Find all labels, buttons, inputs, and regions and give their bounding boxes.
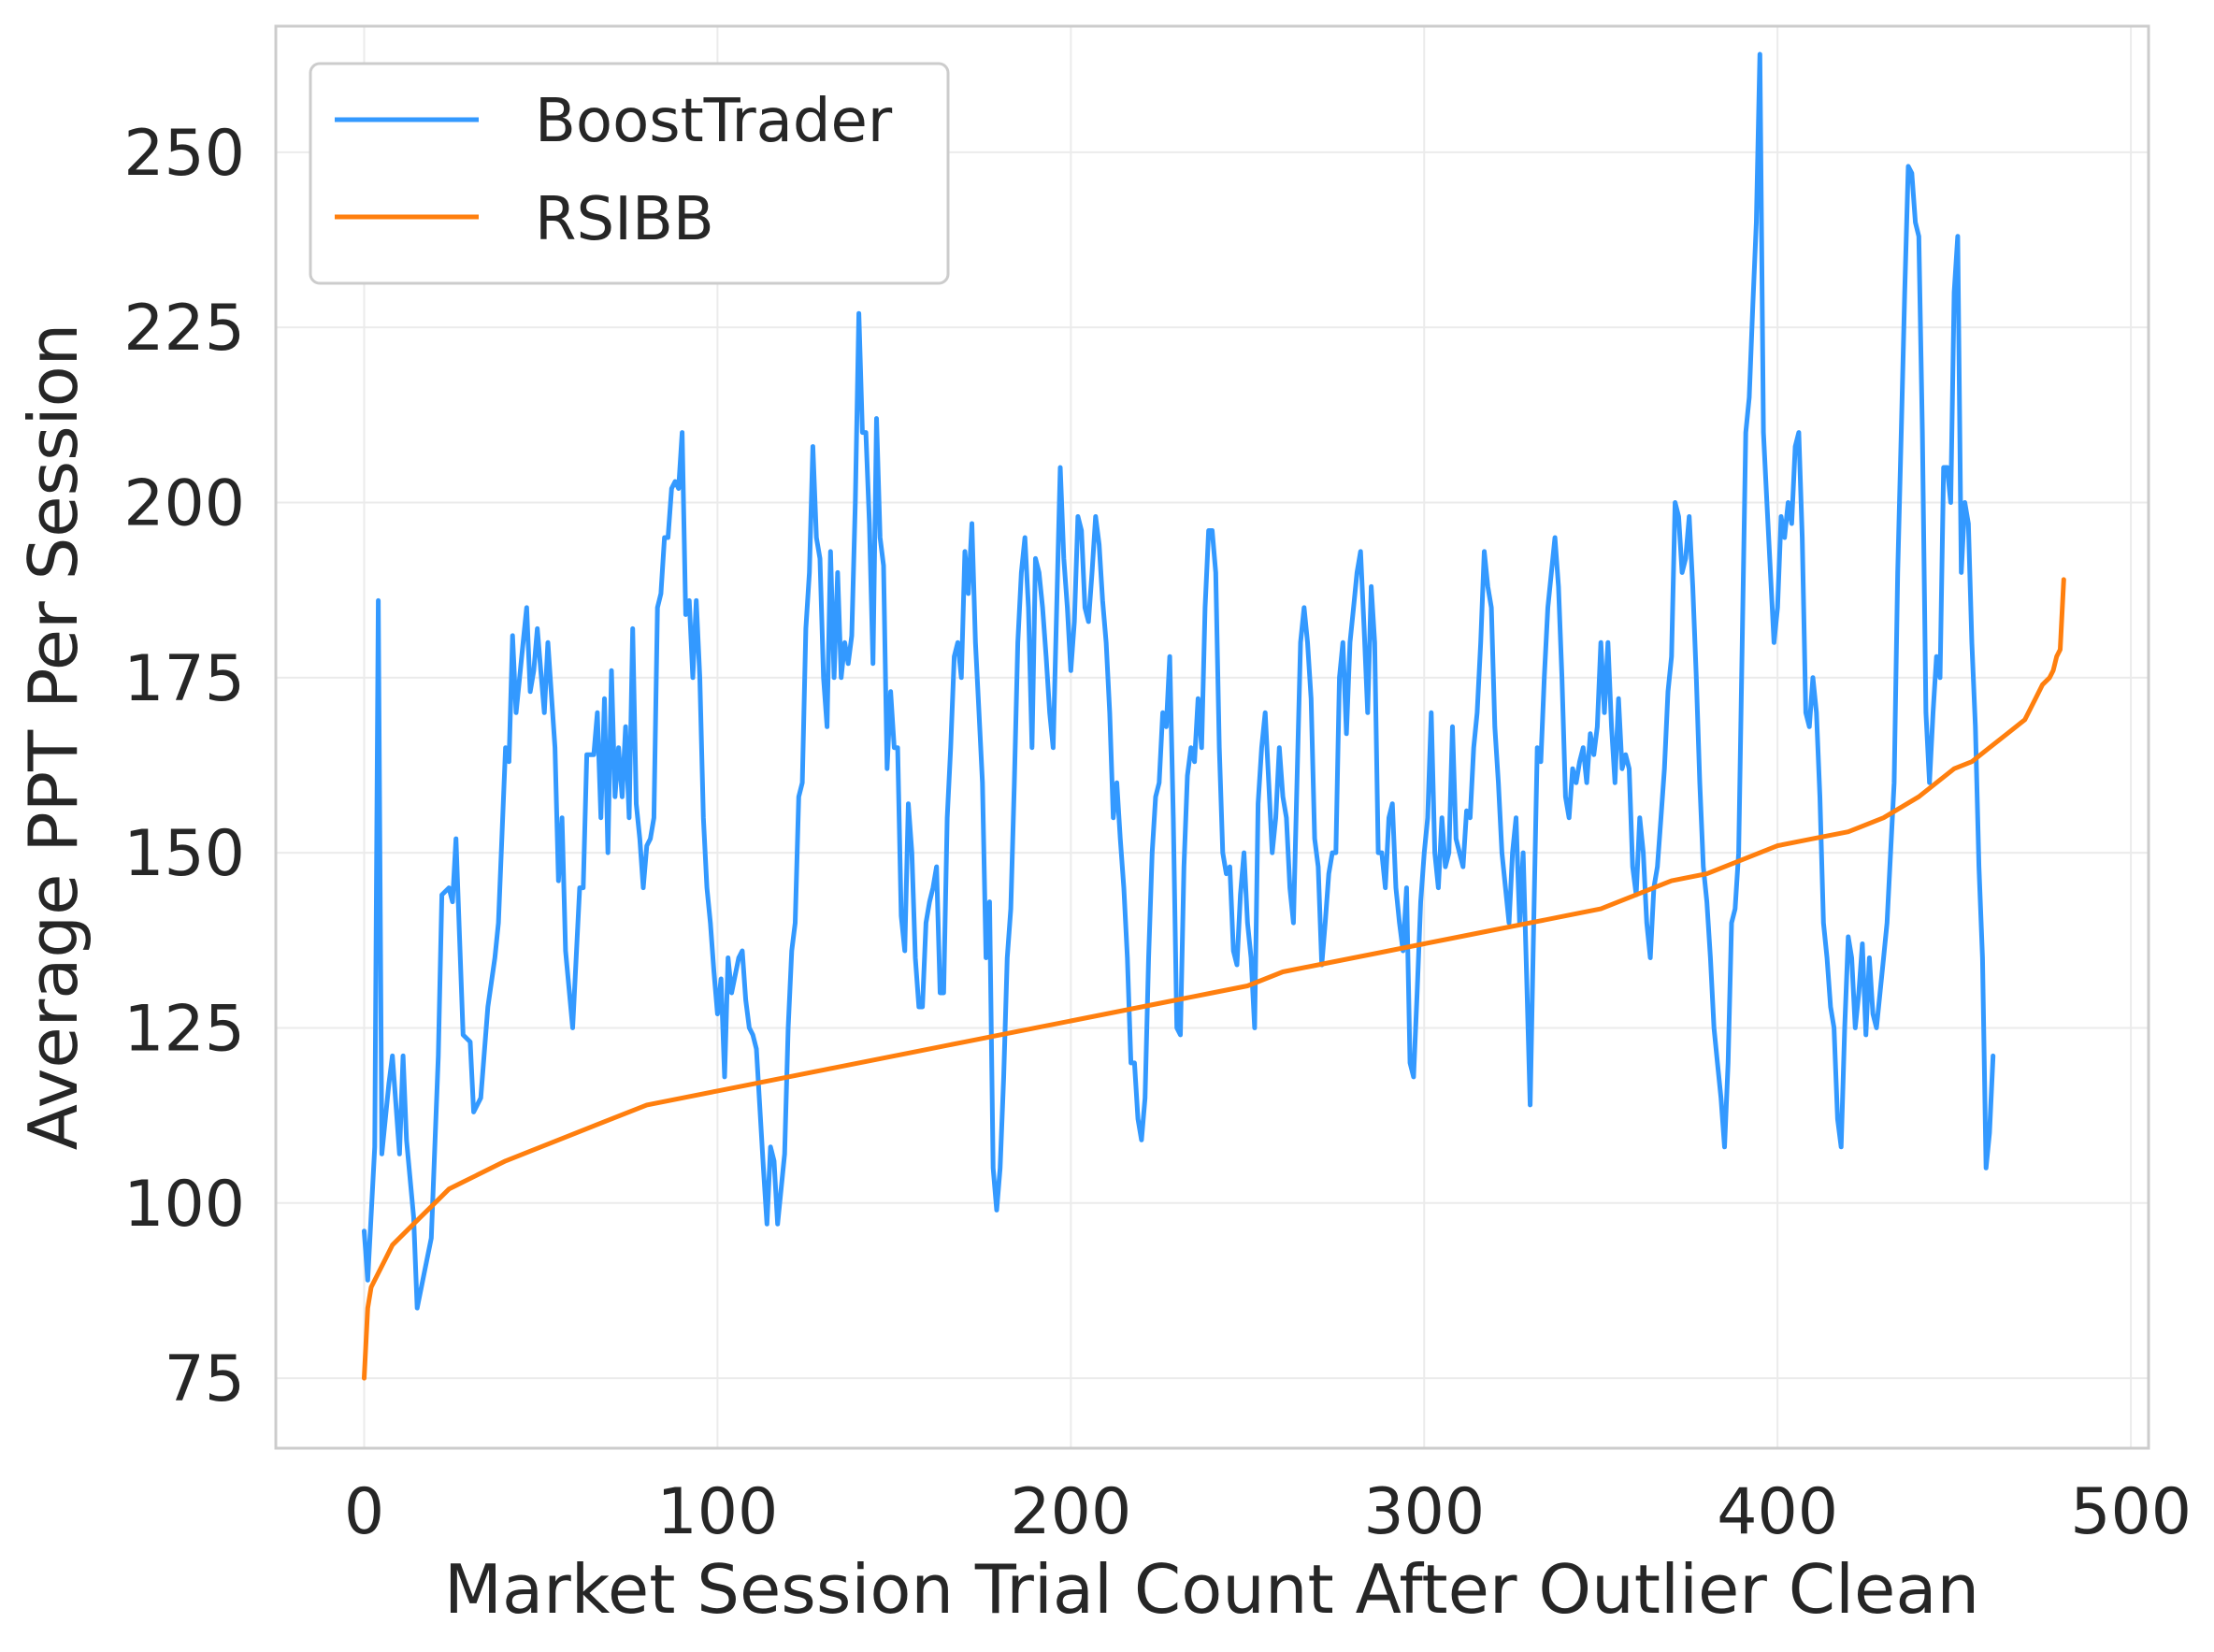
x-tick-label: 100 xyxy=(657,1475,779,1549)
y-tick-label: 175 xyxy=(123,642,245,716)
y-tick-label: 250 xyxy=(123,117,245,191)
x-axis-label: Market Session Trial Count After Outlier… xyxy=(444,1550,1979,1629)
series-line-rsibb xyxy=(362,577,2066,1381)
grid-lines xyxy=(276,26,2149,1448)
x-tick-label: 400 xyxy=(1717,1475,1838,1549)
y-tick-label: 100 xyxy=(123,1168,245,1242)
series-line-boosttrader xyxy=(362,51,1996,1311)
tick-labels: 0 100 200 300 400 500 75 100 125 150 175 200 225 250 xyxy=(123,117,2192,1549)
y-tick-label: 200 xyxy=(123,467,245,540)
x-tick-label: 500 xyxy=(2070,1475,2192,1549)
y-tick-label: 225 xyxy=(123,292,245,366)
y-tick-label: 75 xyxy=(164,1343,245,1416)
y-tick-label: 125 xyxy=(123,992,245,1066)
series-layer xyxy=(362,51,2066,1381)
x-tick-label: 300 xyxy=(1363,1475,1485,1549)
x-tick-label: 0 xyxy=(344,1475,384,1549)
legend-label-boosttrader: BoostTrader xyxy=(535,87,893,156)
x-tick-label: 200 xyxy=(1010,1475,1131,1549)
y-tick-label: 150 xyxy=(123,817,245,891)
legend-label-rsibb: RSIBB xyxy=(535,185,714,254)
legend: BoostTrader RSIBB xyxy=(309,62,950,285)
plot-frame xyxy=(274,24,2150,1450)
y-axis-label: Average PPT Per Session xyxy=(14,323,93,1151)
